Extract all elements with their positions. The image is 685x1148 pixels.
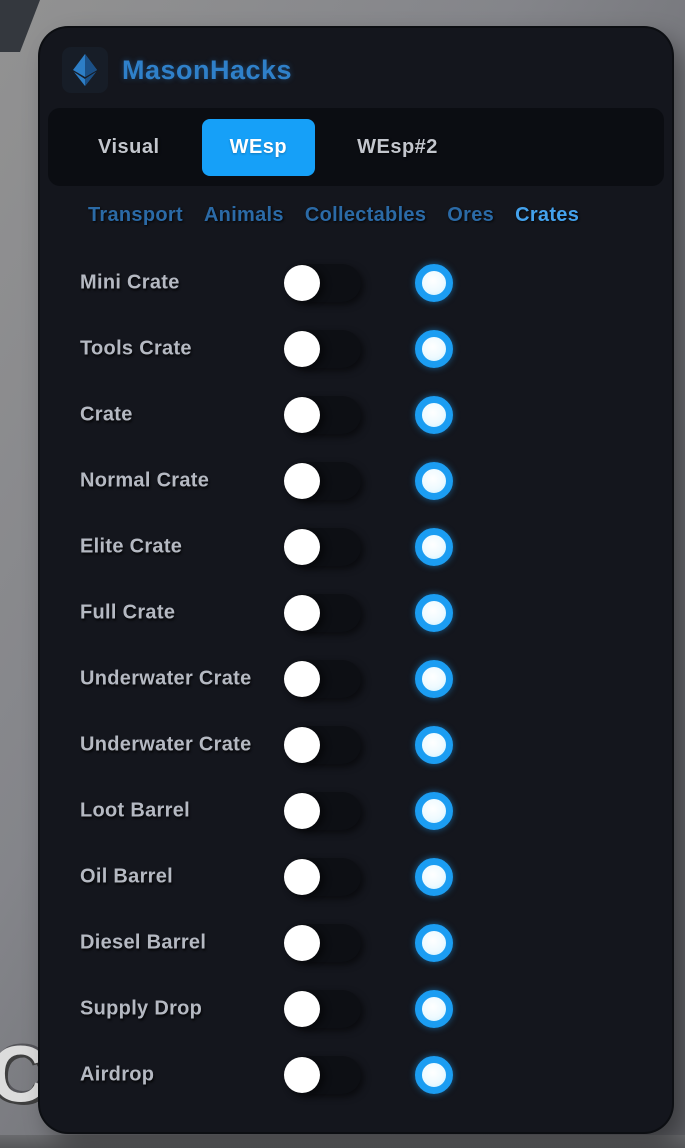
tab-label: WEsp	[229, 135, 288, 158]
subtab-bar: Transport Animals Collectables Ores Crates	[88, 204, 579, 227]
item-label: Underwater Crate	[80, 667, 252, 690]
tab-bar: Visual WEsp WEsp#2	[48, 108, 664, 186]
row-underwater-crate: Underwater Crate	[40, 712, 672, 778]
row-loot-barrel: Loot Barrel	[40, 778, 672, 844]
color-picker-oil-barrel[interactable]	[415, 858, 453, 896]
toggle-full-crate[interactable]	[284, 594, 361, 632]
row-supply-drop: Supply Drop	[40, 976, 672, 1042]
toggle-knob	[284, 595, 320, 631]
toggle-supply-drop[interactable]	[284, 990, 361, 1028]
item-label: Diesel Barrel	[80, 931, 207, 954]
settings-list: Mini Crate Tools Crate Crate Normal Crat…	[40, 250, 672, 1108]
tab-visual[interactable]: Visual	[94, 119, 164, 176]
row-underwater-crate: Underwater Crate	[40, 646, 672, 712]
masonhacks-window: MasonHacks Visual WEsp WEsp#2 Transport Ani…	[40, 28, 672, 1132]
subtab-animals[interactable]: Animals	[203, 204, 284, 226]
toggle-knob	[284, 859, 320, 895]
row-mini-crate: Mini Crate	[40, 250, 672, 316]
toggle-loot-barrel[interactable]	[284, 792, 361, 830]
color-picker-crate[interactable]	[415, 396, 453, 434]
app-title: MasonHacks	[122, 54, 293, 85]
background-bottom-strip	[0, 1135, 685, 1148]
toggle-knob	[284, 529, 320, 565]
window-header: MasonHacks	[62, 44, 292, 96]
row-airdrop: Airdrop	[40, 1042, 672, 1108]
toggle-oil-barrel[interactable]	[284, 858, 361, 896]
toggle-knob	[284, 793, 320, 829]
toggle-tools-crate[interactable]	[284, 330, 361, 368]
item-label: Normal Crate	[80, 469, 210, 492]
toggle-knob	[284, 397, 320, 433]
row-diesel-barrel: Diesel Barrel	[40, 910, 672, 976]
toggle-knob	[284, 925, 320, 961]
item-label: Full Crate	[80, 601, 176, 624]
toggle-underwater-crate[interactable]	[284, 726, 361, 764]
color-picker-loot-barrel[interactable]	[415, 792, 453, 830]
subtab-collectables[interactable]: Collectables	[304, 204, 427, 226]
subtab-crates[interactable]: Crates	[515, 204, 580, 226]
toggle-knob	[284, 727, 320, 763]
item-label: Elite Crate	[80, 535, 183, 558]
row-tools-crate: Tools Crate	[40, 316, 672, 382]
row-elite-crate: Elite Crate	[40, 514, 672, 580]
toggle-knob	[284, 331, 320, 367]
color-picker-airdrop[interactable]	[415, 1056, 453, 1094]
color-picker-underwater-crate[interactable]	[415, 726, 453, 764]
color-picker-elite-crate[interactable]	[415, 528, 453, 566]
tab-label: Visual	[98, 135, 160, 158]
toggle-knob	[284, 463, 320, 499]
item-label: Supply Drop	[80, 997, 203, 1020]
tab-wesp-2[interactable]: WEsp#2	[353, 119, 442, 176]
subtab-ores[interactable]: Ores	[447, 204, 495, 226]
subtab-transport[interactable]: Transport	[88, 204, 183, 226]
item-label: Airdrop	[80, 1063, 155, 1086]
item-label: Loot Barrel	[80, 799, 190, 822]
color-picker-tools-crate[interactable]	[415, 330, 453, 368]
item-label: Oil Barrel	[80, 865, 174, 888]
color-picker-diesel-barrel[interactable]	[415, 924, 453, 962]
app-logo-icon	[62, 47, 108, 93]
color-picker-full-crate[interactable]	[415, 594, 453, 632]
toggle-knob	[284, 991, 320, 1027]
background-shape	[0, 0, 40, 52]
item-label: Mini Crate	[80, 271, 180, 294]
item-label: Tools Crate	[80, 337, 192, 360]
toggle-knob	[284, 661, 320, 697]
toggle-elite-crate[interactable]	[284, 528, 361, 566]
color-picker-supply-drop[interactable]	[415, 990, 453, 1028]
color-picker-underwater-crate[interactable]	[415, 660, 453, 698]
color-picker-normal-crate[interactable]	[415, 462, 453, 500]
toggle-airdrop[interactable]	[284, 1056, 361, 1094]
toggle-normal-crate[interactable]	[284, 462, 361, 500]
row-normal-crate: Normal Crate	[40, 448, 672, 514]
toggle-knob	[284, 1057, 320, 1093]
item-label: Crate	[80, 403, 133, 426]
tab-wesp[interactable]: WEsp	[201, 118, 316, 176]
toggle-crate[interactable]	[284, 396, 361, 434]
color-picker-mini-crate[interactable]	[415, 264, 453, 302]
toggle-mini-crate[interactable]	[284, 264, 361, 302]
toggle-diesel-barrel[interactable]	[284, 924, 361, 962]
toggle-underwater-crate[interactable]	[284, 660, 361, 698]
row-full-crate: Full Crate	[40, 580, 672, 646]
tab-label: WEsp#2	[357, 135, 438, 158]
toggle-knob	[284, 265, 320, 301]
item-label: Underwater Crate	[80, 733, 252, 756]
row-oil-barrel: Oil Barrel	[40, 844, 672, 910]
row-crate: Crate	[40, 382, 672, 448]
